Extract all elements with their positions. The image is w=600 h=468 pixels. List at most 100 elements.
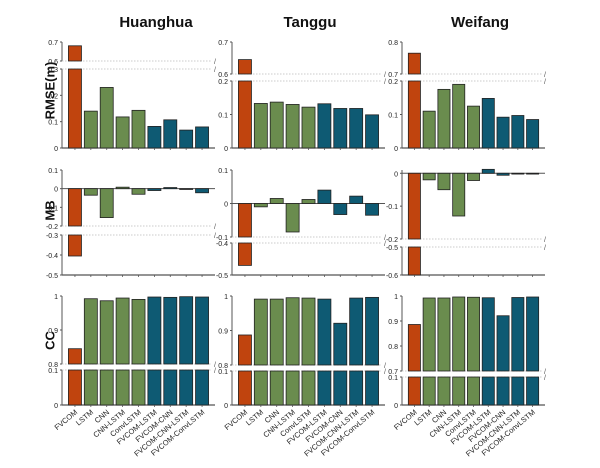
bar-tanggu-cc-lstm [253, 298, 268, 366]
bar-weifang-cc-fvcom-lstm [481, 297, 495, 372]
bar-weifang-rmse-fvcom-lstm [481, 98, 495, 149]
bar-tanggu-rmse-fvcom [238, 59, 252, 75]
bar-tanggu-cc-cnn [269, 298, 284, 366]
y-tick-label-weifang-rmse: 0 [394, 146, 398, 153]
y-tick-label-weifang-rmse: 0.8 [388, 40, 398, 47]
bar-huanghua-cc-fvcom-lstm [147, 296, 162, 365]
bar-huanghua-mb-fvcom-lstm [147, 188, 162, 191]
bar-weifang-rmse-convlstm [467, 105, 480, 149]
bar-tanggu-cc-fvcom-convlstm [365, 296, 379, 366]
bar-weifang-cc-cnn-lstm [452, 376, 466, 406]
break-mark-weifang-mb: / [544, 245, 546, 252]
break-mark-weifang-cc: / [544, 369, 546, 376]
bar-huanghua-cc-fvcom-cnn-lstm [179, 296, 194, 365]
bar-weifang-cc-fvcom-convlstm [526, 296, 540, 372]
bar-huanghua-cc-fvcom [68, 348, 82, 365]
break-mark-tanggu-mb: / [384, 235, 386, 242]
bar-weifang-cc-fvcom-cnn [496, 376, 510, 406]
bar-tanggu-mb-convlstm [301, 199, 316, 204]
y-tick-label-tanggu-cc: 0 [224, 403, 228, 410]
bar-weifang-rmse-cnn-lstm [452, 83, 466, 149]
bar-weifang-mb-convlstm [467, 172, 480, 181]
bar-huanghua-mb-convlstm [131, 188, 146, 195]
y-tick-label-weifang-rmse: 0.1 [388, 113, 398, 120]
bar-huanghua-cc-fvcom-cnn [163, 369, 178, 406]
bar-tanggu-cc-convlstm [301, 297, 316, 366]
bar-huanghua-mb-cnn [99, 188, 114, 219]
bar-weifang-cc-fvcom [407, 324, 421, 372]
bar-huanghua-rmse-cnn-lstm [115, 116, 130, 149]
y-tick-label-tanggu-mb: 0 [224, 202, 228, 209]
break-mark-tanggu-cc: / [384, 363, 386, 370]
bar-tanggu-mb-lstm [253, 203, 268, 208]
break-mark-weifang-rmse: / [544, 72, 546, 79]
bar-tanggu-rmse-fvcom-lstm [317, 103, 332, 149]
y-tick-label-weifang-mb: -0.2 [386, 237, 398, 244]
bar-tanggu-rmse-fvcom-cnn [333, 108, 348, 149]
y-tick-label-huanghua-cc: 0.9 [48, 328, 58, 335]
break-mark-huanghua-rmse: / [214, 67, 216, 74]
bar-tanggu-cc-fvcom-cnn [333, 322, 348, 366]
y-tick-label-weifang-mb: -0.1 [386, 204, 398, 211]
bar-huanghua-mb-cnn-lstm [115, 186, 130, 190]
bar-weifang-cc-fvcom [407, 376, 421, 406]
bar-tanggu-mb-cnn-lstm [285, 203, 300, 233]
y-tick-label-huanghua-mb: 0.1 [48, 168, 58, 175]
bar-tanggu-rmse-convlstm [301, 106, 316, 149]
bar-weifang-cc-fvcom-cnn-lstm [511, 297, 525, 372]
break-mark-tanggu-rmse: / [384, 79, 386, 86]
bar-tanggu-cc-fvcom-lstm [317, 370, 332, 406]
y-tick-label-huanghua-cc: 0 [54, 403, 58, 410]
bar-tanggu-cc-fvcom-cnn [333, 370, 348, 406]
y-tick-label-huanghua-mb: -0.4 [46, 253, 58, 260]
bar-weifang-mb-fvcom-cnn-lstm [511, 172, 525, 175]
y-tick-label-tanggu-cc: 1 [224, 294, 228, 301]
y-tick-label-huanghua-rmse: 0.3 [48, 67, 58, 74]
bar-weifang-cc-convlstm [467, 376, 480, 406]
bar-weifang-rmse-fvcom [407, 80, 421, 149]
bar-weifang-cc-convlstm [467, 296, 480, 372]
bar-weifang-cc-fvcom-cnn-lstm [511, 376, 525, 406]
bar-weifang-rmse-cnn [437, 88, 451, 149]
bar-huanghua-cc-fvcom-cnn [163, 296, 178, 365]
bar-tanggu-rmse-cnn [269, 101, 284, 149]
y-tick-label-tanggu-rmse: 0.2 [218, 79, 228, 86]
y-tick-label-huanghua-rmse: 0 [54, 146, 58, 153]
bar-huanghua-cc-cnn-lstm [115, 297, 130, 365]
y-tick-label-weifang-cc: 0.9 [388, 319, 398, 326]
y-tick-label-tanggu-cc: 0.1 [218, 369, 228, 376]
break-mark-tanggu-cc: / [384, 369, 386, 376]
y-tick-label-huanghua-rmse: 0.7 [48, 40, 58, 47]
bar-weifang-mb-cnn [437, 172, 451, 191]
bar-tanggu-cc-fvcom-cnn-lstm [349, 297, 364, 366]
y-tick-label-huanghua-rmse: 0.2 [48, 93, 58, 100]
break-mark-huanghua-cc: / [214, 362, 216, 369]
bar-weifang-cc-cnn [437, 297, 451, 372]
bar-tanggu-rmse-lstm [253, 103, 268, 149]
y-tick-label-huanghua-cc: 0.1 [48, 368, 58, 375]
bar-weifang-mb-fvcom-lstm [481, 168, 495, 174]
bar-huanghua-cc-convlstm [131, 298, 146, 365]
bar-huanghua-mb-fvcom-convlstm [195, 188, 209, 194]
bar-weifang-cc-lstm [422, 376, 436, 406]
column-title-tanggu: Tanggu [283, 14, 337, 31]
bar-huanghua-rmse-fvcom-convlstm [195, 126, 209, 149]
bar-huanghua-rmse-fvcom-cnn [163, 119, 178, 149]
bar-tanggu-cc-fvcom [238, 370, 252, 406]
break-mark-huanghua-cc: / [214, 368, 216, 375]
bar-weifang-cc-lstm [422, 297, 436, 372]
bar-weifang-rmse-fvcom-cnn [496, 116, 510, 149]
y-tick-label-huanghua-cc: 0.8 [48, 362, 58, 369]
bar-tanggu-cc-fvcom-cnn-lstm [349, 370, 364, 406]
bar-tanggu-cc-cnn-lstm [285, 297, 300, 366]
bar-huanghua-mb-fvcom-cnn [163, 187, 178, 190]
y-tick-label-weifang-rmse: 0.2 [388, 79, 398, 86]
y-tick-label-huanghua-mb: 0 [54, 187, 58, 194]
bar-tanggu-mb-fvcom-convlstm [365, 203, 379, 216]
column-title-weifang: Weifang [450, 14, 510, 31]
bar-huanghua-cc-fvcom-cnn-lstm [179, 369, 194, 406]
bar-tanggu-rmse-fvcom-convlstm [365, 114, 379, 149]
bar-huanghua-rmse-fvcom-lstm [147, 126, 162, 149]
